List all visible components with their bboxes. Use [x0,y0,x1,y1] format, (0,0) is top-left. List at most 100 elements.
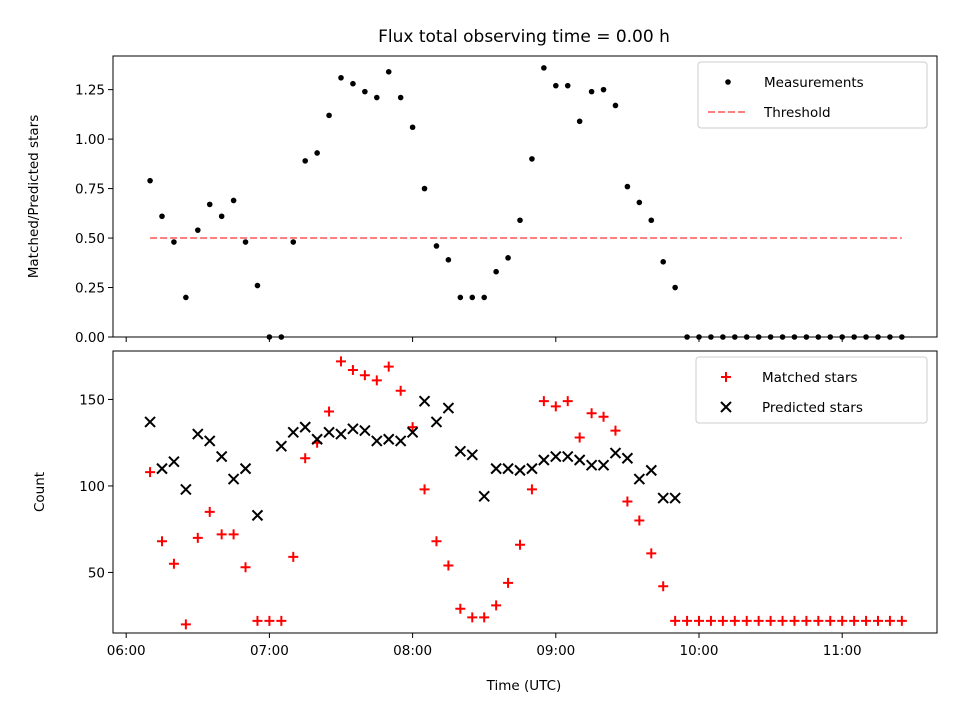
measurement-point [350,80,356,87]
predicted-star-point [144,416,156,428]
measurement-point [385,69,392,75]
measurement-point [362,88,368,95]
matched-star-point [419,484,430,495]
measurement-point [445,257,452,263]
predicted-star-point [454,445,467,458]
legend-box [697,61,928,129]
matched-star-point [813,615,824,626]
measurement-point [302,158,309,164]
legend-label: Measurements [764,75,864,91]
predicted-star-point [633,473,646,485]
matched-star-point [825,615,836,626]
matched-star-point [837,615,848,626]
predicted-star-point [180,483,192,496]
predicted-star-point [275,440,288,452]
predicted-star-point [657,492,669,504]
predicted-star-point [311,433,323,445]
y-tick-label: 150 [79,392,105,408]
matched-star-point [622,496,633,507]
measurement-point [564,82,571,89]
matched-star-point [479,612,490,623]
predicted-star-point [251,509,264,522]
measurement-point [147,177,153,184]
measurement-point [433,243,440,249]
predicted-star-point [550,450,562,463]
matched-star-point [395,385,406,396]
measurement-point [290,239,297,245]
matched-star-point [586,408,597,419]
measurement-point [481,294,488,301]
matched-star-point [610,425,621,436]
measurement-point [206,201,213,208]
matched-star-point [896,615,907,626]
matched-star-point [216,529,227,540]
x-tick-label: 10:00 [680,643,719,659]
predicted-star-point [359,424,371,437]
measurement-point [338,74,344,81]
y-tick-label: 100 [79,479,105,495]
top-panel: 0.00 0.25 0.50 0.75 1.00 1.25 Matched/Predicte… [26,55,938,346]
matched-star-point [646,548,657,559]
x-tick-label: 08:00 [393,643,432,659]
matched-star-point [526,484,537,495]
predicted-star-point [418,395,431,407]
measurement-point [314,150,320,156]
measurement-point [660,259,666,265]
matched-star-point [705,615,716,626]
x-tick-label: 06:00 [107,643,146,659]
measurement-point [541,65,547,71]
matched-star-point [515,539,525,550]
predicted-star-point [347,423,359,435]
matched-star-point [204,506,215,517]
predicted-star-point [430,416,443,428]
predicted-star-point [645,464,657,477]
matched-star-point [228,529,239,540]
y-tick-label: 0.25 [75,281,105,297]
matched-star-point [491,600,502,611]
matched-star-point [729,615,740,626]
legend-matched-swatch [721,372,731,382]
matched-star-point [168,558,179,569]
matched-star-point [753,615,764,626]
predicted-star-point [562,450,574,463]
measurement-point [457,294,464,301]
chart-title: Flux total observing time = 0.00 h [378,27,670,47]
matched-star-point [562,396,573,407]
matched-star-point [192,532,203,543]
matched-star-point [347,365,358,376]
matched-star-point [288,551,299,562]
matched-star-point [694,615,704,626]
measurement-point [517,217,523,224]
legend-label: Matched stars [762,370,858,386]
predicted-star-point [466,449,478,461]
matched-star-point [884,615,895,626]
predicted-star-point [394,435,407,447]
axes-frame [112,55,938,338]
matched-star-point [670,615,681,626]
matched-star-point [264,615,275,626]
matched-star-point [467,612,478,623]
predicted-star-point [192,428,204,440]
y-tick-label: 0.75 [75,182,105,198]
legend-label: Threshold [763,105,831,121]
measurement-point [230,197,237,204]
predicted-star-point [597,459,610,471]
predicted-star-point [538,454,550,466]
x-tick-label: 07:00 [250,643,289,659]
predicted-star-point [514,464,526,477]
matched-star-point [252,615,263,626]
measurement-point [242,239,249,245]
predicted-star-point [371,435,383,447]
bottom-panel: 50 100 150 06:00 07:00 08:00 09:00 10:00 11:00 Co… [32,350,938,659]
measurement-point [183,294,189,301]
y-axis-label: Matched/Predicted stars [26,115,42,278]
matched-star-point [240,562,251,573]
matched-star-point [359,370,370,381]
measurement-point [648,217,655,224]
y-tick-label: 50 [88,565,105,581]
measurement-point [612,102,619,109]
y-tick-label: 1.00 [75,132,105,148]
measurement-point [171,239,177,245]
